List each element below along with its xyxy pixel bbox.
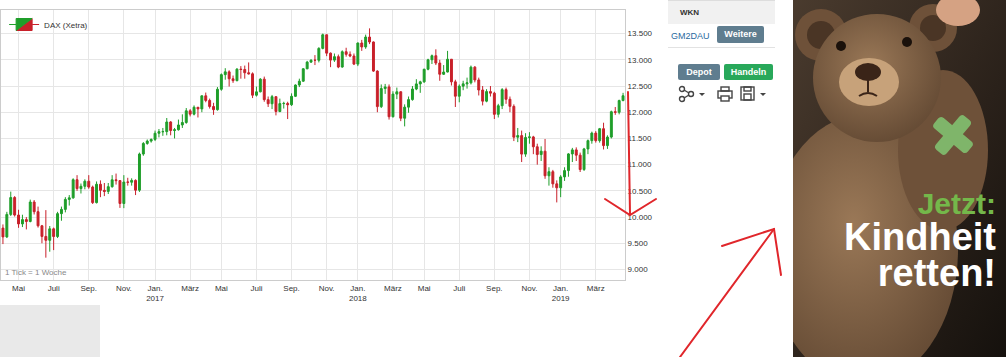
- html-text:GM2DAU: GM2DAU: [671, 31, 710, 41]
- svg-text:10.000: 10.000: [628, 213, 653, 222]
- html-text:Weitere: Weitere: [724, 29, 757, 39]
- svg-text:13.000: 13.000: [628, 56, 653, 65]
- svg-text:Sep.: Sep.: [486, 284, 502, 293]
- svg-text:1 Tick = 1 Woche: 1 Tick = 1 Woche: [5, 268, 67, 277]
- svg-text:10.500: 10.500: [628, 187, 653, 196]
- svg-text:Nov.: Nov.: [522, 284, 538, 293]
- svg-text:Mai: Mai: [215, 284, 228, 293]
- svg-text:DAX (Xetra): DAX (Xetra): [44, 21, 87, 30]
- svg-text:März: März: [587, 284, 605, 293]
- svg-text:9.000: 9.000: [628, 265, 649, 274]
- svg-text:Jan.2017: Jan.2017: [146, 284, 164, 303]
- svg-text:Juli: Juli: [250, 284, 262, 293]
- svg-text:Sep.: Sep.: [81, 284, 97, 293]
- svg-text:Nov.: Nov.: [116, 284, 132, 293]
- svg-text:Jan.2019: Jan.2019: [552, 284, 570, 303]
- svg-text:Kindheit: Kindheit: [844, 216, 996, 258]
- svg-text:Sep.: Sep.: [283, 284, 299, 293]
- svg-text:Mai: Mai: [418, 284, 431, 293]
- svg-text:11.000: 11.000: [628, 160, 652, 169]
- svg-text:Mai: Mai: [12, 284, 25, 293]
- svg-text:11.500: 11.500: [628, 134, 652, 143]
- svg-text:12.500: 12.500: [628, 82, 653, 91]
- html-text:WKN: WKN: [680, 8, 700, 17]
- svg-text:13.500: 13.500: [628, 29, 653, 38]
- html-text:Depot: Depot: [686, 67, 712, 77]
- svg-text:Jetzt:: Jetzt:: [917, 187, 996, 220]
- html-text:Handeln: Handeln: [730, 67, 767, 77]
- svg-text:Juli: Juli: [453, 284, 465, 293]
- svg-text:Juli: Juli: [48, 284, 60, 293]
- svg-text:Jan.2018: Jan.2018: [349, 284, 367, 303]
- svg-text:retten!: retten!: [878, 252, 996, 294]
- svg-text:12.000: 12.000: [628, 108, 653, 117]
- svg-text:März: März: [384, 284, 402, 293]
- svg-text:9.500: 9.500: [628, 239, 649, 248]
- svg-text:März: März: [181, 284, 199, 293]
- svg-text:Nov.: Nov.: [319, 284, 335, 293]
